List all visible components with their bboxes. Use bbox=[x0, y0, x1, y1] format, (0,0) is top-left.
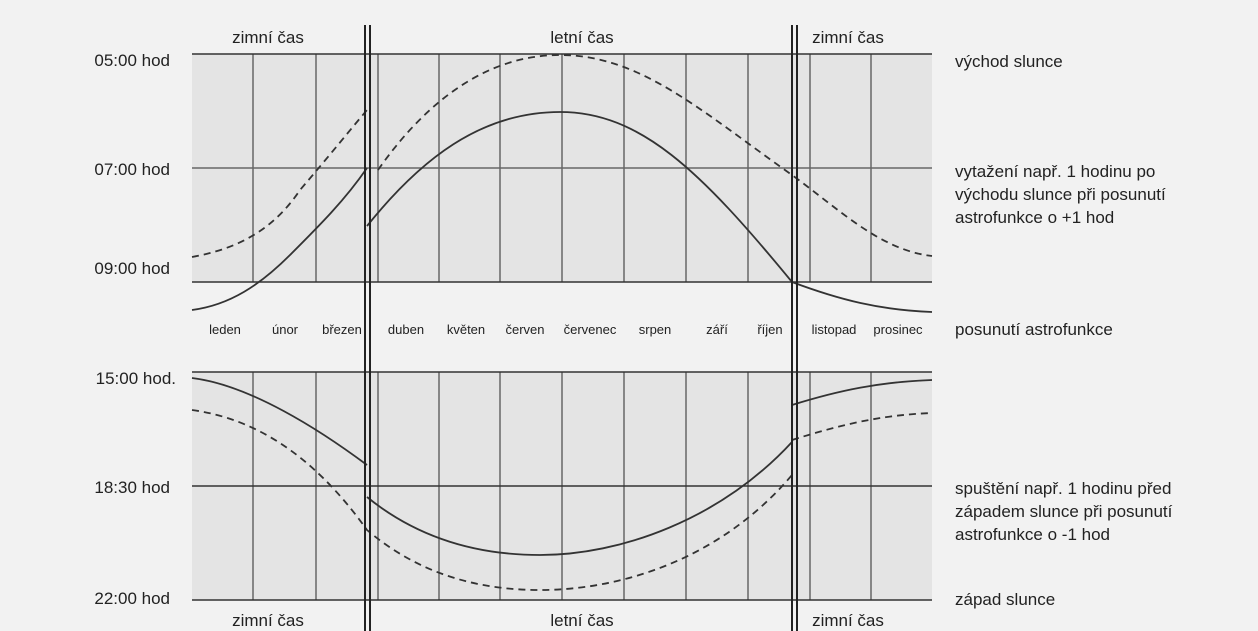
top-season-winter-1: zimní čas bbox=[232, 28, 304, 47]
month-label: listopad bbox=[812, 322, 857, 337]
bottom-season-winter-2: zimní čas bbox=[812, 611, 884, 630]
bottom-season-summer: letní čas bbox=[550, 611, 613, 630]
top-y-label-0700: 07:00 hod bbox=[94, 160, 170, 179]
month-label: duben bbox=[388, 322, 424, 337]
month-label: prosinec bbox=[873, 322, 923, 337]
bottom-y-label-1830: 18:30 hod bbox=[94, 478, 170, 497]
sunset-note-line-1: spuštění např. 1 hodinu před bbox=[955, 479, 1171, 498]
month-label: březen bbox=[322, 322, 362, 337]
shift-label: posunutí astrofunkce bbox=[955, 320, 1113, 339]
bottom-season-winter-1: zimní čas bbox=[232, 611, 304, 630]
bottom-y-label-1500: 15:00 hod. bbox=[96, 369, 176, 388]
bottom-panel bbox=[192, 372, 932, 600]
month-label: únor bbox=[272, 322, 299, 337]
top-y-label-0500: 05:00 hod bbox=[94, 51, 170, 70]
month-label: leden bbox=[209, 322, 241, 337]
top-season-winter-2: zimní čas bbox=[812, 28, 884, 47]
top-y-label-0900: 09:00 hod bbox=[94, 259, 170, 278]
sunrise-label: východ slunce bbox=[955, 52, 1063, 71]
month-label: květen bbox=[447, 322, 485, 337]
month-label: červen bbox=[505, 322, 544, 337]
sunrise-note-line-1: vytažení např. 1 hodinu po bbox=[955, 162, 1155, 181]
sunrise-note-line-3: astrofunkce o +1 hod bbox=[955, 208, 1114, 227]
bottom-y-label-2200: 22:00 hod bbox=[94, 589, 170, 608]
top-season-summer: letní čas bbox=[550, 28, 613, 47]
sunset-label: západ slunce bbox=[955, 590, 1055, 609]
month-label: srpen bbox=[639, 322, 672, 337]
sunrise-note-line-2: východu slunce při posunutí bbox=[955, 185, 1166, 204]
sunset-note-line-2: západem slunce při posunutí bbox=[955, 502, 1173, 521]
month-labels: leden únor březen duben květen červen če… bbox=[209, 322, 923, 337]
month-label: červenec bbox=[564, 322, 617, 337]
sunset-note-line-3: astrofunkce o -1 hod bbox=[955, 525, 1110, 544]
month-label: září bbox=[706, 322, 728, 337]
month-label: říjen bbox=[757, 322, 782, 337]
top-panel bbox=[192, 54, 932, 312]
